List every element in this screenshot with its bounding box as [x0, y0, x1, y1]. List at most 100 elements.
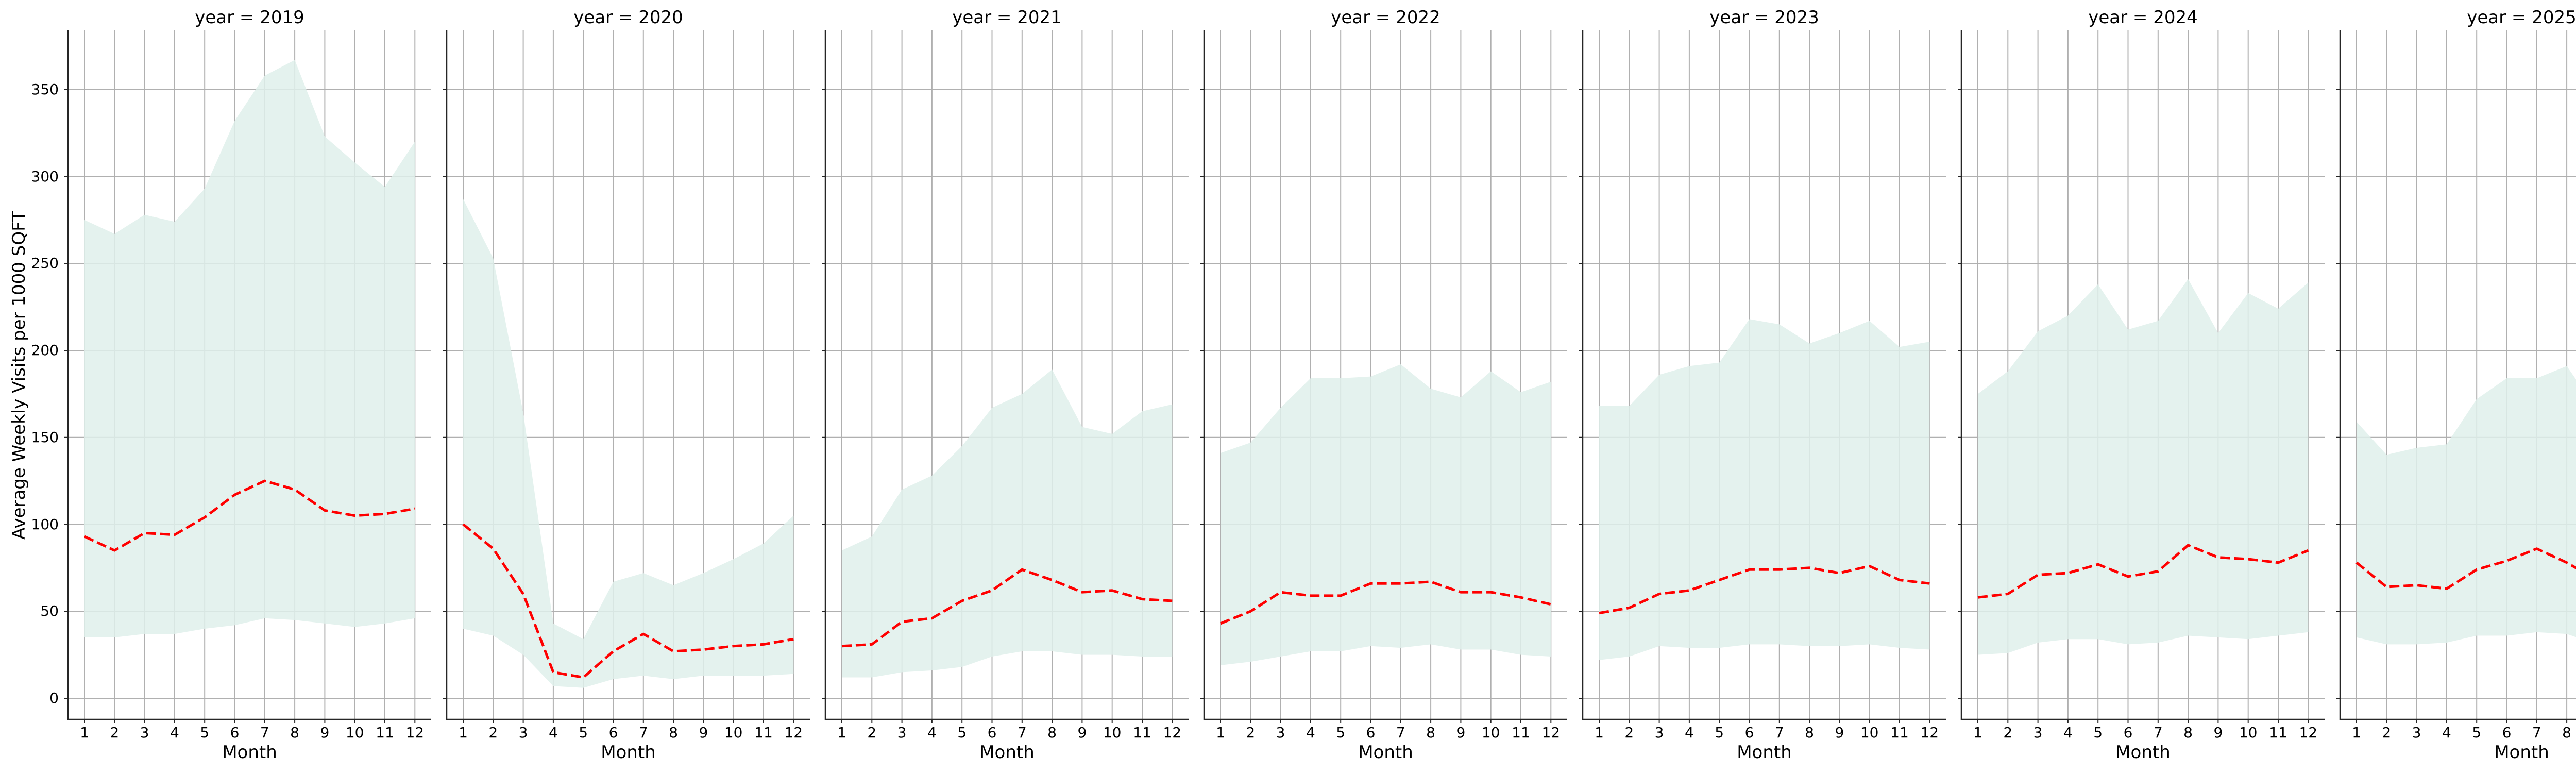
y-tick-label: 200: [31, 342, 59, 359]
panel-1: [64, 30, 431, 723]
median-line: [1599, 565, 1930, 615]
x-tick-label: 7: [1396, 724, 1405, 741]
x-tick-label: 11: [376, 724, 394, 741]
x-tick-label: 5: [200, 724, 210, 741]
x-tick-label: 5: [2093, 724, 2103, 741]
x-tick-label: 2: [1246, 724, 1256, 741]
x-tick-label: 6: [608, 724, 618, 741]
panel-title: year = 2021: [952, 7, 1062, 28]
median-line: [841, 568, 1173, 648]
x-tick-label: 2: [2003, 724, 2013, 741]
x-tick-label: 3: [2033, 724, 2043, 741]
x-axis-label: Month: [2494, 742, 2549, 763]
x-tick-label: 4: [927, 724, 937, 741]
x-tick-label: 7: [1017, 724, 1027, 741]
x-tick-label: 8: [1805, 724, 1815, 741]
percentile-band: [1978, 279, 2309, 655]
x-tick-label: 5: [1336, 724, 1346, 741]
x-tick-label: 1: [1595, 724, 1604, 741]
median-line: [462, 523, 794, 679]
panel-4: [1200, 30, 1567, 723]
x-tick-label: 10: [724, 724, 743, 741]
x-tick-label: 4: [2442, 724, 2451, 741]
x-tick-label: 1: [459, 724, 468, 741]
x-axis-label: Month: [979, 742, 1035, 763]
x-tick-label: 10: [2239, 724, 2258, 741]
x-tick-label: 11: [1890, 724, 1909, 741]
median-line: [83, 479, 415, 552]
y-tick-label: 50: [40, 602, 59, 620]
percentile-band: [1221, 364, 1551, 665]
x-tick-label: 6: [1744, 724, 1754, 741]
percentile-band: [2357, 366, 2576, 645]
x-tick-label: 7: [638, 724, 648, 741]
x-tick-label: 1: [2352, 724, 2361, 741]
x-tick-label: 5: [957, 724, 967, 741]
x-tick-label: 12: [1541, 724, 1561, 741]
x-axis-label: Month: [601, 742, 656, 763]
panel-title: year = 2025: [2467, 7, 2576, 28]
x-tick-label: 8: [290, 724, 300, 741]
panel-title: year = 2019: [195, 7, 304, 28]
y-tick-label: 250: [31, 255, 59, 272]
y-tick-label: 300: [31, 167, 59, 185]
x-tick-label: 9: [1835, 724, 1844, 741]
x-tick-label: 8: [2183, 724, 2193, 741]
x-axis-label: Month: [222, 742, 277, 763]
x-tick-label: 9: [2213, 724, 2223, 741]
panel-title: year = 2022: [1331, 7, 1440, 28]
x-tick-label: 2: [110, 724, 120, 741]
x-tick-label: 6: [2502, 724, 2512, 741]
x-axis-label: Month: [1737, 742, 1792, 763]
y-tick-label: 100: [31, 515, 59, 533]
x-tick-label: 2: [1624, 724, 1634, 741]
x-tick-label: 3: [897, 724, 907, 741]
panel-2: [443, 30, 810, 723]
x-tick-label: 3: [1276, 724, 1285, 741]
x-axis-label: Month: [2115, 742, 2171, 763]
percentile-band: [84, 60, 415, 637]
percentile-band: [842, 369, 1173, 678]
x-tick-label: 9: [699, 724, 708, 741]
x-tick-label: 7: [260, 724, 269, 741]
x-tick-label: 9: [1456, 724, 1466, 741]
x-tick-label: 8: [669, 724, 679, 741]
panel-title: year = 2020: [573, 7, 683, 28]
x-tick-label: 11: [1133, 724, 1151, 741]
x-tick-label: 7: [2532, 724, 2541, 741]
x-tick-label: 9: [320, 724, 330, 741]
percentile-band: [1599, 319, 1930, 660]
x-tick-label: 6: [1366, 724, 1376, 741]
x-tick-label: 6: [987, 724, 997, 741]
x-tick-label: 12: [405, 724, 425, 741]
panel-title: year = 2023: [1709, 7, 1819, 28]
x-tick-label: 5: [1715, 724, 1724, 741]
y-axis-label: Average Weekly Visits per 1000 SQFT: [9, 211, 29, 540]
x-tick-label: 10: [1860, 724, 1879, 741]
y-tick-label: 0: [49, 690, 59, 707]
median-line: [2355, 547, 2576, 590]
x-tick-label: 12: [1920, 724, 1939, 741]
x-tick-label: 3: [140, 724, 149, 741]
x-tick-label: 2: [867, 724, 877, 741]
x-tick-label: 4: [548, 724, 558, 741]
x-tick-label: 8: [2562, 724, 2572, 741]
x-tick-label: 12: [2299, 724, 2318, 741]
x-tick-label: 7: [2153, 724, 2163, 741]
x-tick-label: 8: [1426, 724, 1436, 741]
x-tick-label: 1: [80, 724, 89, 741]
x-tick-label: 4: [1306, 724, 1315, 741]
y-tick-label: 350: [31, 80, 59, 98]
panel-7: [2336, 30, 2576, 723]
x-tick-label: 1: [837, 724, 846, 741]
x-tick-label: 8: [1047, 724, 1057, 741]
x-tick-label: 3: [1654, 724, 1664, 741]
median-line: [1220, 580, 1551, 625]
y-tick-label: 150: [31, 428, 59, 446]
x-tick-label: 6: [2123, 724, 2133, 741]
panel-title: year = 2024: [2088, 7, 2198, 28]
x-tick-label: 6: [230, 724, 240, 741]
x-tick-label: 5: [579, 724, 588, 741]
